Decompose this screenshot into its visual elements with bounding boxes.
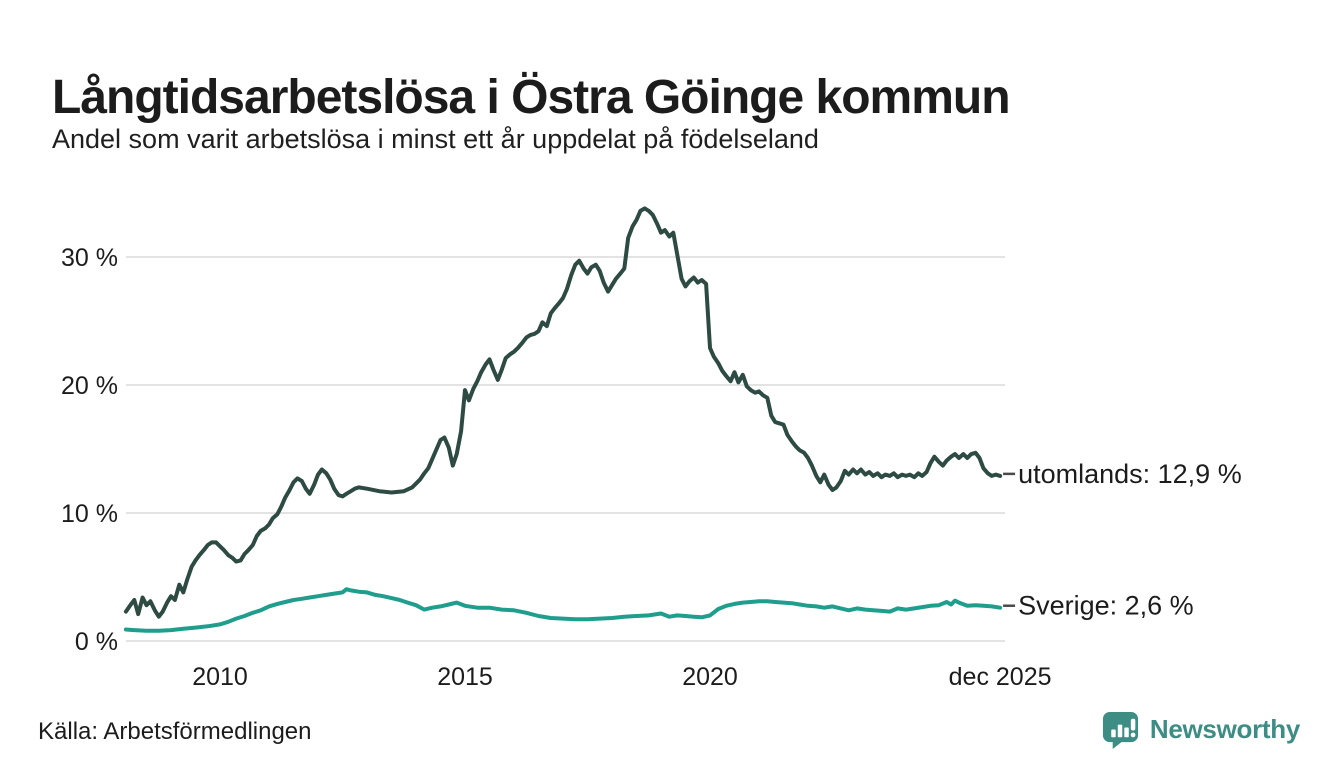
- y-tick-label: 20 %: [61, 372, 118, 400]
- y-tick-label: 10 %: [61, 500, 118, 528]
- newsworthy-logo: Newsworthy: [1101, 710, 1300, 749]
- chart-subtitle: Andel som varit arbetslösa i minst ett å…: [52, 124, 819, 154]
- x-tick-label: 2020: [682, 663, 738, 691]
- x-tick-label: 2010: [192, 663, 248, 691]
- y-tick-label: 0 %: [75, 628, 118, 656]
- y-tick-label: 30 %: [61, 244, 118, 272]
- series-end-label-Sverige: Sverige: 2,6 %: [1018, 591, 1194, 621]
- x-tick-label: 2015: [437, 663, 493, 691]
- source-text: Källa: Arbetsförmedlingen: [38, 718, 312, 745]
- series-line-utomlands: [123, 206, 1003, 619]
- x-tick-label: dec 2025: [949, 663, 1052, 691]
- chart-title: Långtidsarbetslösa i Östra Göinge kommun: [52, 71, 1011, 125]
- bar-chart-speech-bubble-icon: [1102, 711, 1138, 749]
- series-line-Sverige: [123, 587, 1003, 633]
- brand-name: Newsworthy: [1149, 714, 1300, 744]
- series-end-label-utomlands: utomlands: 12,9 %: [1018, 459, 1242, 489]
